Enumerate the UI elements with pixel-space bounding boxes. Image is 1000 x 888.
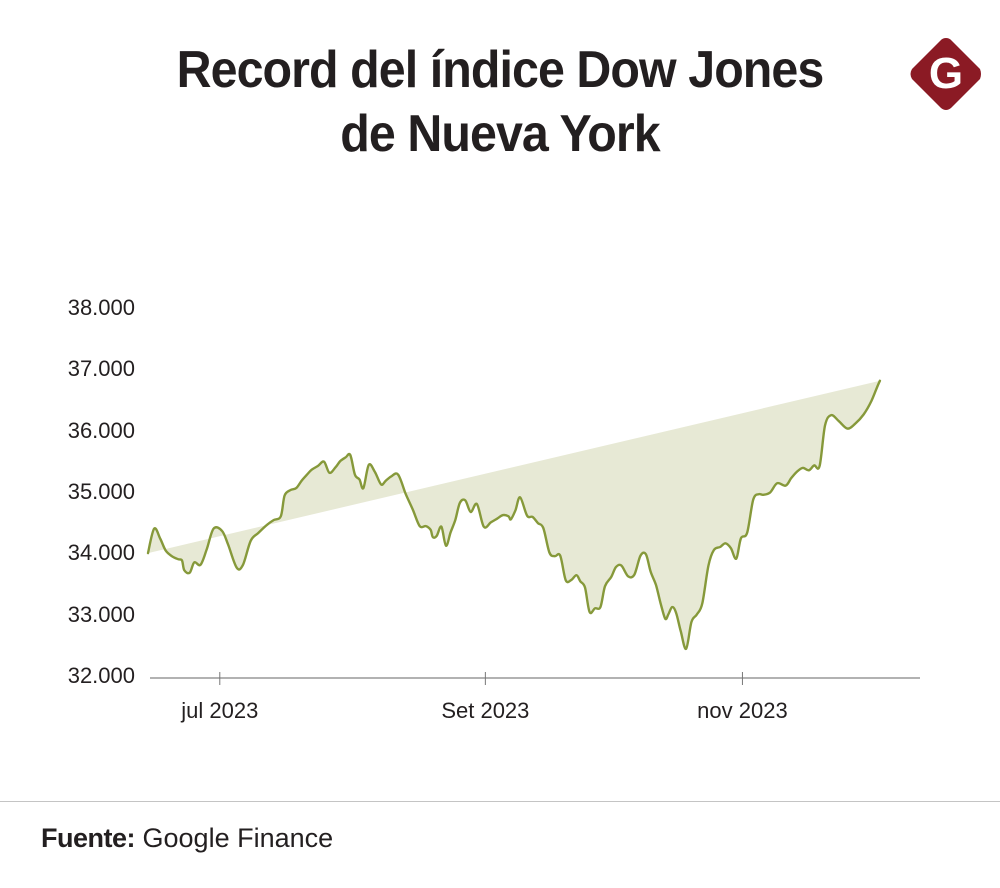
area-fill [148, 380, 880, 649]
x-tick-label: jul 2023 [181, 698, 259, 723]
logo-diamond [910, 38, 981, 110]
source-label: Fuente: [41, 823, 136, 853]
logo-letter: G [929, 49, 963, 98]
y-tick-label: 38.000 [67, 295, 135, 320]
y-tick-label: 34.000 [67, 540, 135, 566]
chart-title: Record del índice Dow Jones de Nueva Yor… [35, 38, 965, 166]
y-tick-label: 36.000 [67, 417, 135, 443]
source-value: Google Finance [142, 823, 334, 853]
brand-logo-icon: G [910, 38, 981, 110]
x-tick-label: Set 2023 [441, 698, 530, 723]
title-line-1: Record del índice Dow Jones [176, 41, 825, 99]
index-line [146, 379, 882, 651]
x-axis-ticks [219, 672, 743, 685]
y-tick-label: 35.000 [67, 479, 135, 504]
source-line: Fuente: Google Finance [41, 823, 333, 854]
y-tick-label: 37.000 [67, 356, 135, 382]
y-tick-label: 33.000 [67, 601, 135, 627]
x-tick-label: nov 2023 [697, 698, 788, 723]
title-line-2: de Nueva York [340, 105, 660, 163]
area-chart [146, 379, 920, 685]
y-tick-label: 32.000 [67, 663, 135, 688]
footer-divider [0, 801, 1000, 802]
